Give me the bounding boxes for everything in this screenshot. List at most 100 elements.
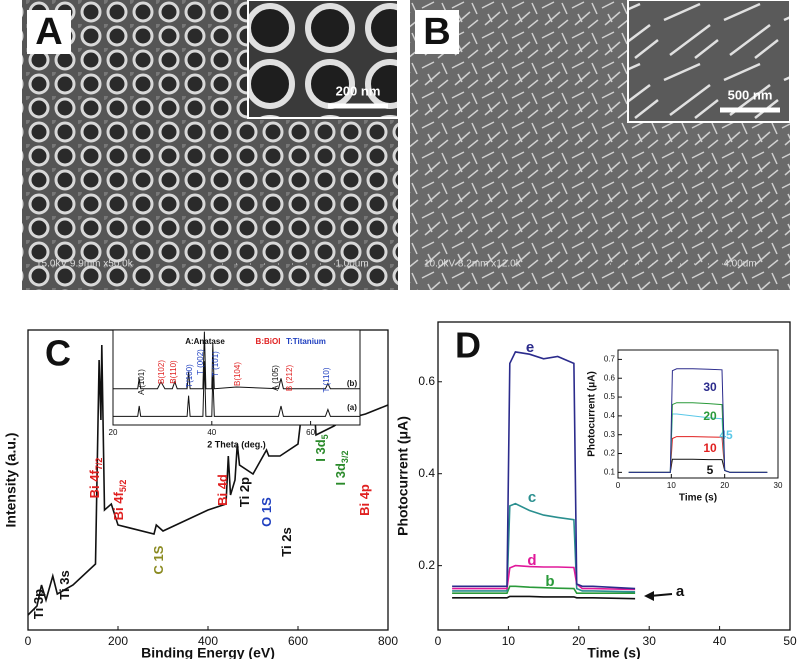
data-line xyxy=(452,351,636,590)
series-label: 45 xyxy=(719,428,733,442)
series-label: (b) xyxy=(347,379,358,388)
annotation: Ti 3s xyxy=(57,570,72,599)
annotation: Ti 3p xyxy=(31,589,46,619)
x-tick-label: 60 xyxy=(306,428,315,437)
x-tick-label: 30 xyxy=(643,634,657,648)
series-label: c xyxy=(528,489,536,506)
x-tick-label: 600 xyxy=(288,634,308,648)
annotation: T(100) xyxy=(185,364,194,388)
series-label: b xyxy=(545,573,554,590)
y-tick-label: 0.4 xyxy=(418,466,435,480)
sem-inset xyxy=(247,0,399,119)
series-label: d xyxy=(527,552,536,569)
inset-scale: 500 nm xyxy=(728,87,773,102)
x-tick-label: 40 xyxy=(207,428,216,437)
annotation: T (002) xyxy=(196,349,205,375)
panel-label: B xyxy=(423,11,450,53)
sem-inset xyxy=(627,0,791,123)
annotation-text: T (002) xyxy=(196,349,205,375)
data-line xyxy=(113,331,360,390)
sem-info: 15.0kV 9.9mm x50.0k xyxy=(36,259,134,270)
annotation-text: I 3d xyxy=(333,463,348,485)
series-label: 10 xyxy=(703,441,717,455)
annotation-text: I 3d xyxy=(313,439,328,461)
annotation-text: Bi 4f xyxy=(111,492,126,521)
annotation-text: A (105) xyxy=(271,365,280,391)
annotation-text: B:BiOI xyxy=(256,337,281,346)
annotation-text: T(100) xyxy=(185,364,194,388)
y-tick-label: 0.4 xyxy=(604,411,616,420)
series-label: (a) xyxy=(347,403,357,412)
x-tick-label: 20 xyxy=(720,481,729,490)
y-tick-label: 0.2 xyxy=(418,558,435,572)
sem-info: 10.0kV 8.2mm x12.0k xyxy=(424,259,522,270)
y-axis-label: Photocurrent (μA) xyxy=(587,371,598,457)
chart: 0 10 20 30 0.1 0.2 0.3 0.4 0.5 0.6 0.7 Time (s) Phot… xyxy=(587,349,783,504)
annotation-sub: 3/2 xyxy=(340,451,350,464)
annotation: Bi 4f7/2 xyxy=(87,458,104,499)
panel-label: A xyxy=(35,11,62,53)
annotation-sub: 5 xyxy=(320,434,330,439)
inset-scale: 200 nm xyxy=(336,83,381,98)
x-tick-label: 50 xyxy=(783,634,797,648)
annotation: I 3d5 xyxy=(313,434,330,461)
x-axis-label: Time (s) xyxy=(679,493,717,504)
sem-panels xyxy=(22,0,791,290)
data-line xyxy=(113,361,360,417)
x-tick-label: 10 xyxy=(667,481,676,490)
annotation: B:BiOI xyxy=(256,337,281,346)
annotation-text: O 1S xyxy=(259,497,274,527)
data-line xyxy=(452,564,636,591)
annotation: B(104) xyxy=(233,362,242,386)
panel-label: D xyxy=(455,325,481,366)
x-tick-label: 30 xyxy=(774,481,783,490)
annotation-text: Ti 3p xyxy=(31,589,46,619)
annotation-text: Ti 2p xyxy=(237,477,252,507)
annotation-text: T (101) xyxy=(211,351,220,377)
annotation-text: Ti 2s xyxy=(279,527,294,556)
x-axis-label: 2 Theta (deg.) xyxy=(207,439,266,449)
y-axis-label: Intensity (a.u.) xyxy=(3,433,19,528)
annotation-sub: 5/2 xyxy=(118,480,128,493)
panel-label: C xyxy=(45,333,71,374)
series-label: 5 xyxy=(707,463,714,477)
data-line xyxy=(452,595,636,600)
y-tick-label: 0.2 xyxy=(604,449,616,458)
annotation: A:Anatase xyxy=(185,337,225,346)
annotation: Bi 4f5/2 xyxy=(111,480,128,521)
annotation-text: Ti 3s xyxy=(57,570,72,599)
y-tick-label: 0.7 xyxy=(604,355,616,364)
annotation-text: A:Anatase xyxy=(185,337,225,346)
annotation: T (101) xyxy=(211,351,220,377)
annotation-text: B(110) xyxy=(169,360,178,384)
annotation: Ti 2s xyxy=(279,527,294,556)
annotation: O 1S xyxy=(259,497,274,527)
sem-scale: 4.00um xyxy=(723,259,756,270)
annotation: B (212) xyxy=(285,365,294,392)
annotation-text: A (101) xyxy=(137,369,146,395)
y-tick-label: 0.5 xyxy=(604,392,616,401)
annotation-text: B (212) xyxy=(285,365,294,392)
annotation: T (110) xyxy=(322,367,331,392)
x-tick-label: 200 xyxy=(108,634,128,648)
sem-scale: 1.00um xyxy=(335,259,368,270)
annotation-text: Bi 4p xyxy=(357,484,372,516)
data-line xyxy=(452,585,636,594)
data-line xyxy=(628,368,768,473)
x-tick-label: 20 xyxy=(572,634,586,648)
x-tick-label: 800 xyxy=(378,634,398,648)
plot-frame xyxy=(112,329,361,426)
annotation: A (101) xyxy=(137,369,146,395)
arrow-head xyxy=(644,591,654,601)
data-line xyxy=(452,502,636,593)
annotation-text: T:Titanium xyxy=(286,337,326,346)
annotation: T:Titanium xyxy=(286,337,326,346)
annotation: Bi 4p xyxy=(357,484,372,516)
y-tick-label: 0.3 xyxy=(604,430,616,439)
annotation-text: T (110) xyxy=(322,367,331,392)
x-tick-label: 0 xyxy=(616,481,621,490)
annotation: A (105) xyxy=(271,365,280,391)
annotation-sub: 7/2 xyxy=(94,458,104,471)
